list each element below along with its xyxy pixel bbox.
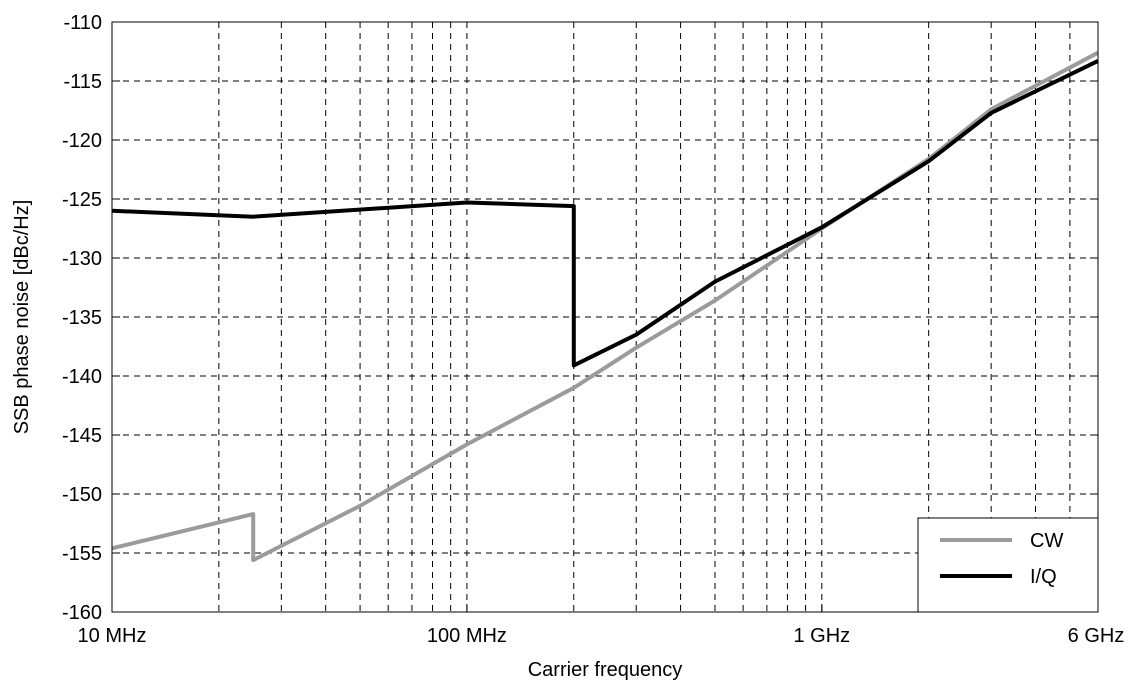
x-tick-label: 100 MHz [427, 625, 507, 647]
tick-labels: -110 -115 -120 -125 -130 -135 -140 -145 -150 -155… [62, 12, 1124, 647]
legend-box [917, 517, 1099, 613]
x-tick-label: 1 GHz [793, 625, 850, 647]
x-tick-label: 6 GHz [1068, 625, 1125, 647]
legend: CW I/Q [917, 517, 1099, 613]
y-tick-label: -140 [62, 366, 102, 388]
x-tick-label: 10 MHz [78, 625, 147, 647]
y-tick-label: -135 [62, 307, 102, 329]
series-line-i-q [111, 59, 1099, 368]
y-tick-label: -145 [62, 425, 102, 447]
y-tick-label: -130 [62, 248, 102, 270]
y-tick-label: -150 [62, 484, 102, 506]
series-layer [111, 50, 1099, 563]
x-axis-title: Carrier frequency [528, 659, 683, 681]
legend-label-iq: I/Q [1030, 566, 1057, 588]
y-tick-label: -115 [63, 71, 102, 93]
legend-label-cw: CW [1030, 530, 1063, 552]
y-tick-label: -155 [62, 543, 102, 565]
y-tick-label: -120 [62, 130, 102, 152]
y-tick-label: -160 [62, 602, 102, 624]
y-tick-label: -125 [62, 189, 102, 211]
y-axis-title: SSB phase noise [dBc/Hz] [11, 200, 33, 435]
plot-area [112, 22, 1098, 612]
y-tick-label: -110 [63, 12, 102, 34]
